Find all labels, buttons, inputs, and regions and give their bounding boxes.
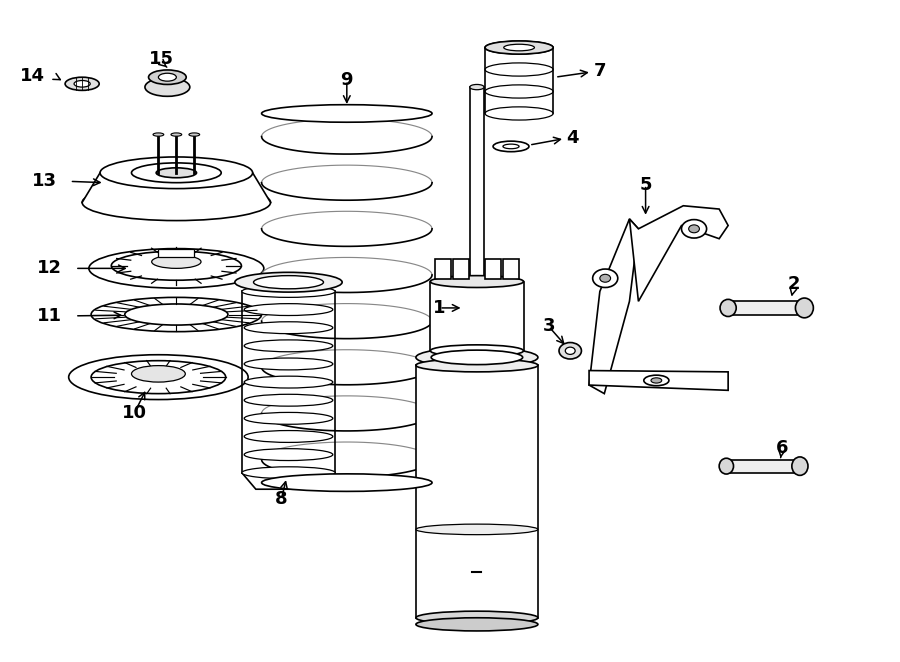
Ellipse shape [68,355,248,400]
Ellipse shape [125,304,228,325]
Bar [416,365,538,618]
Ellipse shape [470,85,484,90]
Ellipse shape [503,144,519,149]
Ellipse shape [148,70,186,85]
Bar [430,281,524,351]
Text: 12: 12 [38,260,62,277]
Ellipse shape [244,322,333,334]
Ellipse shape [100,157,253,189]
Ellipse shape [262,474,432,491]
Ellipse shape [792,457,808,475]
Ellipse shape [158,73,176,81]
Ellipse shape [171,133,182,136]
Bar [470,87,484,281]
Ellipse shape [599,274,610,282]
Polygon shape [82,173,271,203]
Text: 8: 8 [275,490,288,508]
Ellipse shape [416,618,538,631]
Ellipse shape [242,467,335,479]
Ellipse shape [796,298,814,318]
Ellipse shape [485,107,554,120]
Ellipse shape [485,41,554,54]
Bar [503,259,519,279]
Ellipse shape [565,347,575,354]
Ellipse shape [235,272,342,292]
Ellipse shape [416,611,538,624]
Ellipse shape [244,304,333,316]
Text: 15: 15 [148,50,174,68]
Ellipse shape [244,340,333,352]
Ellipse shape [651,378,661,383]
Ellipse shape [244,430,333,442]
Ellipse shape [244,358,333,370]
Ellipse shape [91,297,262,332]
Ellipse shape [416,359,538,372]
Text: 4: 4 [567,129,579,147]
Ellipse shape [485,85,554,98]
Text: 10: 10 [122,404,147,422]
Bar [435,259,451,279]
Ellipse shape [112,252,241,280]
Text: 3: 3 [543,317,555,336]
Text: 11: 11 [38,307,62,325]
Polygon shape [629,206,728,301]
Ellipse shape [131,163,221,183]
Text: 7: 7 [594,62,606,79]
Ellipse shape [431,350,523,365]
Ellipse shape [65,77,99,91]
Ellipse shape [262,105,432,122]
Ellipse shape [131,365,185,382]
Ellipse shape [189,133,200,136]
Ellipse shape [430,345,524,357]
Ellipse shape [254,275,323,289]
Ellipse shape [145,78,190,96]
Ellipse shape [74,81,90,87]
Polygon shape [242,473,335,489]
Ellipse shape [82,184,271,220]
Ellipse shape [244,395,333,406]
Ellipse shape [485,63,554,76]
Text: 13: 13 [32,171,57,190]
Ellipse shape [559,342,581,359]
Ellipse shape [244,376,333,388]
Text: 5: 5 [639,175,652,194]
Bar [485,259,501,279]
Ellipse shape [89,249,264,288]
Ellipse shape [493,141,529,152]
Text: 1: 1 [433,299,446,317]
Ellipse shape [153,133,164,136]
Ellipse shape [152,255,201,268]
Bar [453,259,469,279]
Text: 6: 6 [776,440,788,457]
Ellipse shape [157,168,196,177]
Ellipse shape [593,269,617,287]
Ellipse shape [242,285,335,297]
Ellipse shape [416,348,538,367]
Polygon shape [590,371,728,391]
Text: 9: 9 [340,71,353,89]
Polygon shape [590,219,638,394]
Ellipse shape [244,449,333,461]
Ellipse shape [719,458,733,474]
Ellipse shape [720,299,736,316]
Ellipse shape [430,275,524,287]
Ellipse shape [681,220,706,238]
Ellipse shape [644,375,669,386]
Bar [726,459,800,473]
Text: 14: 14 [20,67,44,85]
Ellipse shape [504,44,535,51]
Ellipse shape [416,524,538,535]
Bar [728,301,805,315]
Text: 2: 2 [788,275,800,293]
Ellipse shape [91,361,226,394]
Ellipse shape [485,41,554,54]
Ellipse shape [688,225,699,233]
Bar [158,249,194,256]
Ellipse shape [244,412,333,424]
